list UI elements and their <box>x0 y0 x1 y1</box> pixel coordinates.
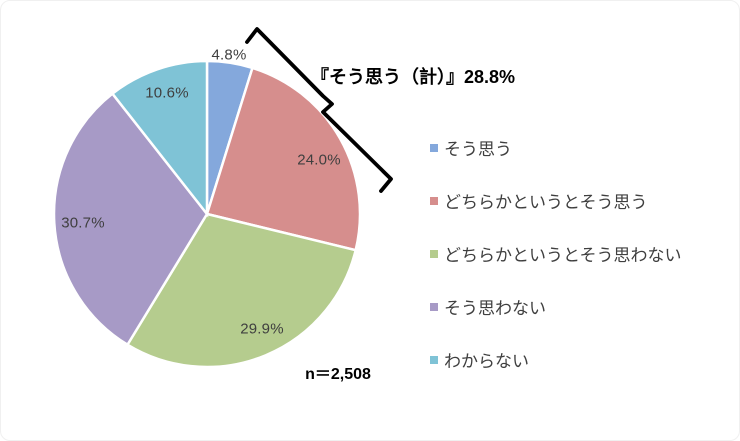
legend-label: そう思わない <box>444 299 546 318</box>
legend-swatch-icon <box>430 249 438 258</box>
legend-swatch-icon <box>430 355 438 364</box>
pie-slices <box>52 59 362 369</box>
legend-swatch-icon <box>430 196 438 205</box>
legend: そう思うどちらかというとそう思うどちらかというとそう思わない そう思わない わからな… <box>430 121 682 386</box>
slice-label-2: 29.9% <box>240 320 284 338</box>
legend-swatch-icon <box>430 143 438 152</box>
sample-size-label: n＝2,508 <box>305 366 371 383</box>
pie-slice-4 <box>110 59 209 218</box>
pie-slice-1 <box>205 66 362 252</box>
pie-slice-3 <box>52 91 209 347</box>
legend-label: そう思う <box>444 140 512 159</box>
legend-item-0: そう思う <box>430 121 682 174</box>
slice-label-3: 30.7% <box>61 214 105 232</box>
legend-label: どちらかというとそう思わない <box>444 246 682 265</box>
legend-item-3: そう思わない <box>430 280 682 333</box>
legend-item-2: どちらかというとそう思わない <box>430 227 682 280</box>
total-agree-bracket <box>245 27 393 193</box>
slice-label-4: 10.6% <box>145 84 189 102</box>
slice-label-1: 24.0% <box>297 151 341 169</box>
legend-swatch-icon <box>430 302 438 311</box>
legend-item-1: どちらかというとそう思う <box>430 174 682 227</box>
total-agree-annotation: 『そう思う（計）』28.8% <box>311 67 516 87</box>
legend-item-4: わからない <box>430 333 682 386</box>
legend-label: わからない <box>444 352 529 371</box>
slice-label-0: 4.8% <box>211 46 247 64</box>
legend-label: どちらかというとそう思う <box>444 193 648 212</box>
